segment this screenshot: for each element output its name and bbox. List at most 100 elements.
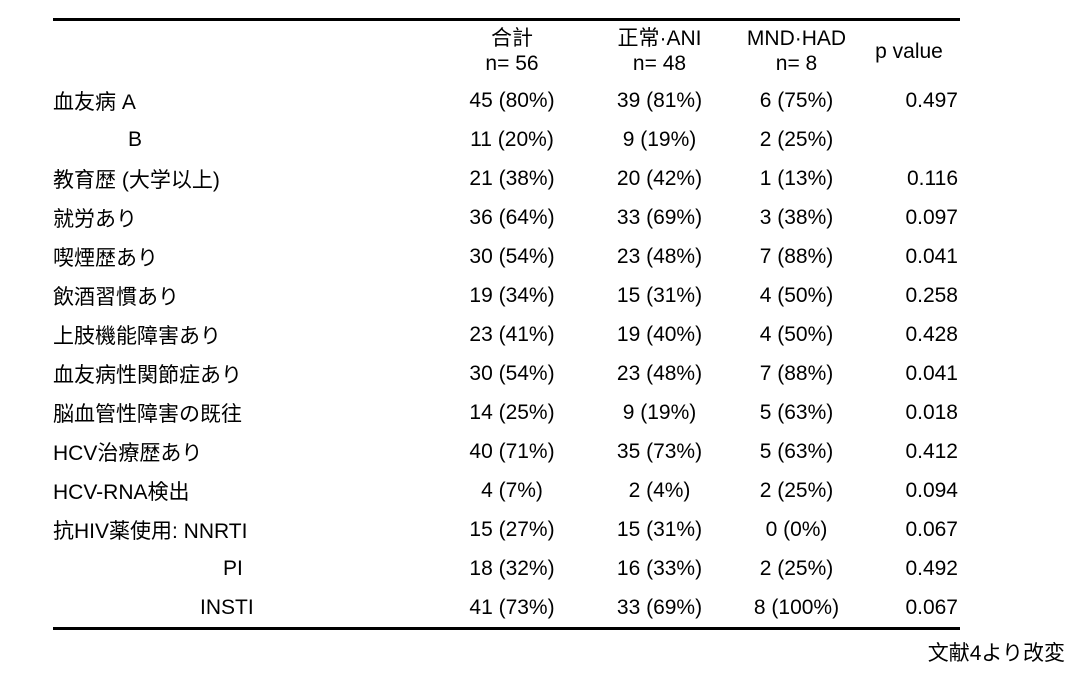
cell-total: 30 (54%) [469, 244, 555, 268]
table-row: 喫煙歴あり 30 (54%) 23 (48%) 7 (88%) 0.041 [53, 237, 960, 276]
cell-normal-ani: 15 (31%) [616, 283, 703, 307]
table-row: HCV治療歴あり 40 (71%) 35 (73%) 5 (63%) 0.412 [53, 432, 960, 471]
cell-mnd-had: 8 (100%) [753, 595, 840, 619]
row-label: 教育歴 (大学以上) [53, 168, 220, 192]
row-label: HCV治療歴あり [53, 441, 203, 465]
cell-normal-ani: 23 (48%) [616, 361, 703, 385]
table-row: 抗HIV薬使用: NNRTI 15 (27%) 15 (31%) 0 (0%) … [53, 510, 960, 549]
cell-total: 45 (80%) [469, 88, 555, 112]
col-header-mnd-had-n: n= 8 [775, 52, 818, 75]
row-label: 抗HIV薬使用: NNRTI [53, 519, 248, 543]
cell-p-value: 0.097 [905, 205, 958, 229]
cell-normal-ani: 9 (19%) [622, 127, 697, 151]
cell-total: 23 (41%) [469, 322, 555, 346]
col-header-normal-ani-n: n= 48 [632, 52, 687, 75]
row-label: 飲酒習慣あり [53, 285, 179, 309]
cell-total: 4 (7%) [481, 478, 543, 502]
cell-mnd-had: 7 (88%) [759, 244, 834, 268]
col-header-label-spacer [53, 21, 438, 26]
table-row: PI 18 (32%) 16 (33%) 2 (25%) 0.492 [53, 549, 960, 588]
cell-p-value: 0.428 [905, 322, 958, 346]
cell-normal-ani: 2 (4%) [628, 478, 691, 502]
cell-p-value: 0.067 [905, 517, 958, 541]
cell-normal-ani: 33 (69%) [616, 595, 703, 619]
table-row: INSTI 41 (73%) 33 (69%) 8 (100%) 0.067 [53, 588, 960, 627]
cell-mnd-had: 2 (25%) [759, 478, 834, 502]
cell-p-value: 0.041 [905, 244, 958, 268]
row-label: 喫煙歴あり [53, 246, 158, 270]
row-label: B [128, 127, 143, 151]
col-header-normal-ani: 正常·ANI n= 48 [586, 21, 733, 76]
cell-mnd-had: 4 (50%) [759, 283, 834, 307]
col-header-mnd-had: MND·HAD n= 8 [733, 21, 860, 76]
cell-normal-ani: 23 (48%) [616, 244, 703, 268]
cell-mnd-had: 0 (0%) [765, 517, 828, 541]
row-label: INSTI [200, 595, 254, 619]
cell-mnd-had: 5 (63%) [759, 439, 834, 463]
cell-total: 21 (38%) [469, 166, 555, 190]
cell-total: 14 (25%) [469, 400, 555, 424]
cell-normal-ani: 9 (19%) [622, 400, 697, 424]
cell-normal-ani: 15 (31%) [616, 517, 703, 541]
table-row: 就労あり 36 (64%) 33 (69%) 3 (38%) 0.097 [53, 198, 960, 237]
cell-total: 18 (32%) [469, 556, 555, 580]
cell-p-value: 0.497 [905, 88, 958, 112]
cell-mnd-had: 5 (63%) [759, 400, 834, 424]
row-label: HCV-RNA検出 [53, 480, 190, 504]
col-header-p-value: p value [860, 21, 960, 81]
cell-mnd-had: 1 (13%) [759, 166, 834, 190]
cell-mnd-had: 7 (88%) [759, 361, 834, 385]
cell-normal-ani: 33 (69%) [616, 205, 703, 229]
table-row: 上肢機能障害あり 23 (41%) 19 (40%) 4 (50%) 0.428 [53, 315, 960, 354]
cell-total: 41 (73%) [469, 595, 555, 619]
cell-p-value: 0.094 [905, 478, 958, 502]
cell-total: 11 (20%) [470, 127, 554, 151]
cell-total: 19 (34%) [469, 283, 555, 307]
col-header-total: 合計 n= 56 [438, 21, 586, 76]
cell-normal-ani: 16 (33%) [616, 556, 703, 580]
col-header-mnd-had-title: MND·HAD [746, 27, 847, 50]
table-header: 合計 n= 56 正常·ANI n= 48 MND·HAD n= 8 p val… [53, 21, 960, 81]
cell-mnd-had: 6 (75%) [759, 88, 834, 112]
table-row: 血友病性関節症あり 30 (54%) 23 (48%) 7 (88%) 0.04… [53, 354, 960, 393]
cell-total: 15 (27%) [469, 517, 555, 541]
cell-p-value: 0.412 [905, 439, 958, 463]
row-label: 上肢機能障害あり [53, 324, 221, 348]
cell-mnd-had: 2 (25%) [759, 556, 834, 580]
row-label: PI [223, 556, 243, 580]
cell-mnd-had: 3 (38%) [759, 205, 834, 229]
table-row: 脳血管性障害の既往 14 (25%) 9 (19%) 5 (63%) 0.018 [53, 393, 960, 432]
cell-total: 36 (64%) [469, 205, 555, 229]
row-label: 血友病 A [53, 90, 136, 114]
citation-footnote: 文献4より改変 [927, 642, 1065, 665]
table-row: 血友病 A 45 (80%) 39 (81%) 6 (75%) 0.497 [53, 81, 960, 120]
table-row: B 11 (20%) 9 (19%) 2 (25%) [53, 120, 960, 159]
col-header-total-title: 合計 [491, 27, 533, 50]
study-table: 合計 n= 56 正常·ANI n= 48 MND·HAD n= 8 p val… [53, 18, 960, 630]
cell-total: 30 (54%) [469, 361, 555, 385]
cell-normal-ani: 39 (81%) [616, 88, 703, 112]
table-body: 血友病 A 45 (80%) 39 (81%) 6 (75%) 0.497 B … [53, 81, 960, 627]
row-label: 脳血管性障害の既往 [53, 402, 242, 426]
cell-p-value: 0.018 [905, 400, 958, 424]
cell-p-value: 0.067 [905, 595, 958, 619]
cell-total: 40 (71%) [469, 439, 555, 463]
col-header-p-value-title: p value [875, 39, 943, 63]
col-header-total-n: n= 56 [485, 52, 539, 75]
row-label: 血友病性関節症あり [53, 363, 242, 387]
table-row: 飲酒習慣あり 19 (34%) 15 (31%) 4 (50%) 0.258 [53, 276, 960, 315]
cell-mnd-had: 4 (50%) [759, 322, 834, 346]
cell-p-value: 0.492 [905, 556, 958, 580]
cell-p-value: 0.258 [905, 283, 958, 307]
col-header-normal-ani-title: 正常·ANI [617, 27, 702, 50]
cell-normal-ani: 20 (42%) [616, 166, 703, 190]
cell-p-value: 0.116 [907, 166, 958, 190]
table-row: HCV-RNA検出 4 (7%) 2 (4%) 2 (25%) 0.094 [53, 471, 960, 510]
cell-normal-ani: 19 (40%) [616, 322, 703, 346]
cell-p-value: 0.041 [905, 361, 958, 385]
row-label: 就労あり [53, 207, 137, 231]
table-row: 教育歴 (大学以上) 21 (38%) 20 (42%) 1 (13%) 0.1… [53, 159, 960, 198]
cell-normal-ani: 35 (73%) [616, 439, 703, 463]
cell-mnd-had: 2 (25%) [759, 127, 834, 151]
